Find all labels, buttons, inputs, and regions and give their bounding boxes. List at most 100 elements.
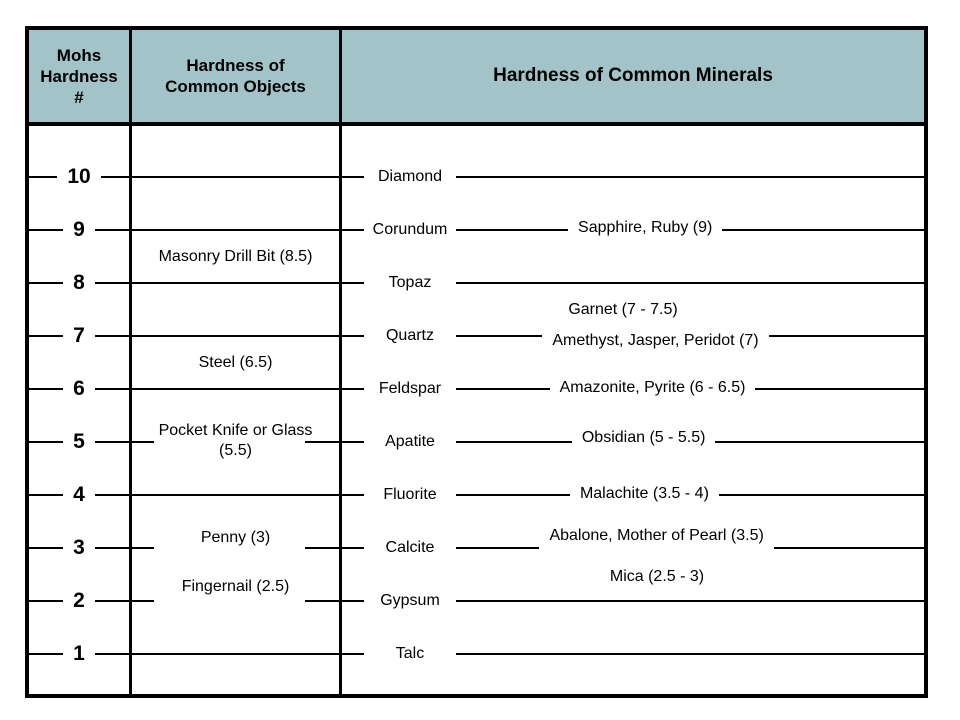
mineral-row-fluorite: Fluorite Malachite (3.5 - 4) [342,483,924,507]
floating-mineral-label-mica: Mica (2.5 - 3) [609,568,705,585]
tick-line [29,282,64,284]
object-label-pocket-knife-glass: Pocket Knife or Glass (5.5) [158,422,313,459]
related-minerals-label: Malachite (3.5 - 4) [579,485,709,502]
object-label-steel: Steel (6.5) [198,354,273,371]
header-row: Mohs Hardness # Hardness of Common Objec… [29,30,924,126]
mineral-row-topaz: Topaz [342,271,924,295]
mineral-row-diamond: Diamond [342,165,924,189]
mineral-name: Apatite [385,433,435,450]
mineral-row-apatite: Apatite Obsidian (5 - 5.5) [342,429,924,454]
mineral-line [456,600,924,602]
object-label-penny: Penny (3) [200,529,271,546]
grade-line [132,653,339,655]
mineral-name: Quartz [385,327,434,344]
grade-line [132,441,154,443]
minerals-column: Diamond Corundum Sapphire, Ruby (9) Topaz… [342,126,924,694]
scale-column: 10 9 8 7 6 5 4 3 2 1 [29,126,132,694]
tick-row-8: 8 [29,269,129,297]
mineral-line [456,229,569,231]
tick-line [29,388,64,390]
tick-value: 10 [67,165,91,188]
grade-line [132,494,339,496]
mineral-name: Feldspar [378,380,442,397]
mohs-hardness-chart: Mohs Hardness # Hardness of Common Objec… [25,26,928,698]
mineral-line [722,229,924,231]
mineral-line [456,335,543,337]
grade-line [132,282,339,284]
mineral-line [456,441,572,443]
tick-line [94,494,129,496]
related-minerals-label: Abalone, Mother of Pearl (3.5) [549,527,764,544]
mineral-line [342,494,364,496]
mineral-line [342,388,364,390]
related-minerals-label: Obsidian (5 - 5.5) [581,429,706,446]
mineral-line [342,600,364,602]
tick-line [94,600,129,602]
grade-line-1 [132,642,339,666]
grade-line [132,176,339,178]
mineral-line [342,176,364,178]
tick-row-7: 7 [29,322,129,350]
grade-line [132,547,154,549]
tick-row-5: 5 [29,428,129,456]
tick-line [94,282,129,284]
header-label-common-objects: Hardness of Common Objects [165,56,306,96]
grade-line-10 [132,165,339,189]
mineral-line [342,653,364,655]
mineral-line [342,229,364,231]
tick-row-3: 3 [29,534,129,562]
grade-line-6 [132,377,339,401]
mineral-line [755,388,924,390]
tick-line [29,441,64,443]
object-label-masonry-drill-bit: Masonry Drill Bit (8.5) [158,248,313,265]
grade-line-7 [132,324,339,348]
mineral-line [456,176,924,178]
grade-line-2 [132,589,339,613]
grade-line-8 [132,271,339,295]
related-minerals-label: Sapphire, Ruby (9) [578,219,713,236]
mineral-name: Diamond [377,168,443,185]
mineral-name: Corundum [372,221,448,238]
grade-line [132,335,339,337]
mineral-line [342,335,364,337]
related-minerals-label: Amethyst, Jasper, Peridot (7) [552,332,759,349]
tick-line [29,653,64,655]
tick-line [29,494,64,496]
grade-line-5 [132,430,339,454]
mineral-line [773,547,924,549]
mineral-line [456,547,540,549]
tick-line [29,176,58,178]
header-cell-common-objects: Hardness of Common Objects [132,30,342,122]
mineral-row-corundum: Corundum Sapphire, Ruby (9) [342,218,924,242]
grade-line [305,600,339,602]
tick-line [29,547,64,549]
mineral-row-talc: Talc [342,642,924,666]
mineral-name: Calcite [385,539,435,556]
tick-value: 4 [73,483,85,506]
grade-line [132,600,154,602]
mineral-line [768,335,924,337]
tick-value: 3 [73,536,85,559]
tick-value: 1 [73,642,85,665]
tick-row-4: 4 [29,481,129,509]
tick-line [29,229,64,231]
mineral-line [456,653,924,655]
tick-line [94,441,129,443]
mineral-line [342,441,364,443]
mineral-name: Fluorite [383,486,437,503]
mineral-line [342,547,364,549]
tick-line [94,229,129,231]
mineral-row-quartz: Quartz Amethyst, Jasper, Peridot (7) [342,324,924,349]
mineral-line [718,494,924,496]
mineral-name: Gypsum [380,592,440,609]
mineral-row-calcite: Calcite Abalone, Mother of Pearl (3.5) [342,527,924,560]
related-minerals-label: Amazonite, Pyrite (6 - 6.5) [559,379,746,396]
mineral-name: Talc [395,645,425,662]
tick-line [100,176,130,178]
tick-row-10: 10 [29,163,130,191]
mineral-line [456,388,550,390]
mineral-row-gypsum: Gypsum [342,589,924,613]
mineral-line [456,494,570,496]
tick-line [29,600,64,602]
tick-value: 2 [73,589,85,612]
